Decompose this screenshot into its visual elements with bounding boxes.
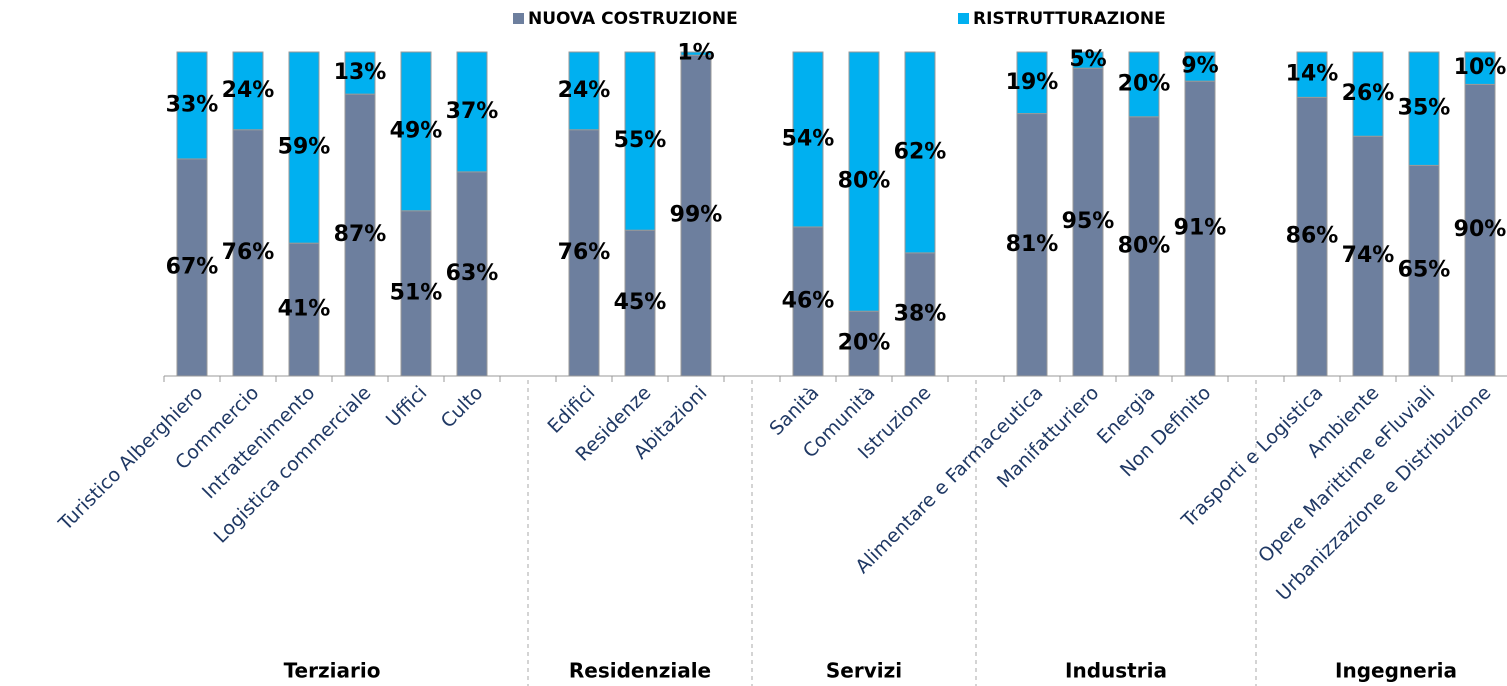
data-label: 80% [1118,233,1171,258]
bar-segment [176,158,208,377]
data-label: 59% [278,135,331,160]
data-label: 38% [894,301,947,326]
bar-segment [1184,51,1216,82]
bar-segment [848,310,880,377]
bar-segment [232,51,264,131]
data-label: 1% [677,41,714,66]
x-tick-label: Manifatturiero [993,382,1104,493]
data-label: 86% [1286,224,1339,249]
data-label: 76% [222,240,275,265]
group-label: Residenziale [569,659,711,683]
bar-segment [848,51,880,312]
data-label: 24% [558,78,611,103]
data-label: 51% [390,280,443,305]
bar-segment [400,210,432,377]
bar-segment [568,129,600,377]
legend-swatch [958,13,969,24]
bar-segment [288,51,320,244]
legend-label: RISTRUTTURAZIONE [973,9,1166,29]
data-label: 90% [1454,217,1507,242]
x-tick-label: Culto [437,382,488,433]
data-label: 45% [614,290,667,315]
legend-label: NUOVA COSTRUZIONE [528,9,738,29]
bar-segment [1464,51,1496,85]
data-label: 41% [278,297,331,322]
bar-segment [1352,51,1384,137]
bar-segment [624,229,656,377]
bar-segment [680,54,712,377]
bar-segment [568,51,600,131]
data-label: 49% [390,118,443,143]
data-label: 87% [334,222,387,247]
data-label: 76% [558,240,611,265]
data-label: 54% [782,126,835,151]
x-tick-label: Uffici [382,382,432,432]
legend-swatch [513,13,524,24]
bar-segment [1072,67,1104,377]
data-label: 99% [670,203,723,228]
data-label: 55% [614,128,667,153]
bar-segment [1016,51,1048,115]
data-label: 63% [446,261,499,286]
data-label: 91% [1174,216,1227,241]
bar-segment [1128,51,1160,118]
data-label: 35% [1398,96,1451,121]
group-label: Terziario [284,659,381,683]
bar-segment [792,51,824,228]
bar-segment [344,51,376,95]
bar-segment [1072,51,1104,69]
bar-segment [680,51,712,56]
data-label: 37% [446,99,499,124]
bar-segment [904,51,936,254]
bar-segment [1408,51,1440,166]
data-label: 67% [166,254,219,279]
data-label: 62% [894,139,947,164]
data-label: 95% [1062,209,1115,234]
data-label: 26% [1342,81,1395,106]
bar-segment [232,129,264,377]
bar-segment [904,252,936,377]
bar-segment [288,242,320,377]
bar-segment [1296,51,1328,98]
bar-segment [400,51,432,212]
data-label: 20% [1118,71,1171,96]
bar-segment [1016,113,1048,377]
group-label: Industria [1065,659,1167,683]
bar-segment [176,51,208,160]
bar-segment [1352,135,1384,377]
data-label: 14% [1286,62,1339,87]
bar-segment [456,51,488,173]
data-label: 5% [1069,47,1106,72]
bar-segment [1296,96,1328,377]
bar-segment [1408,164,1440,377]
data-label: 65% [1398,258,1451,283]
bar-segment [624,51,656,231]
bar-segment [1464,83,1496,377]
data-label: 10% [1454,55,1507,80]
data-label: 33% [166,92,219,117]
group-label: Servizi [826,659,902,683]
data-label: 20% [838,331,891,356]
data-label: 74% [1342,243,1395,268]
data-label: 80% [838,169,891,194]
data-label: 81% [1006,232,1059,257]
group-label: Ingegneria [1335,659,1457,683]
bar-segment [792,226,824,377]
data-label: 24% [222,78,275,103]
bar-segment [344,93,376,377]
data-label: 13% [334,60,387,85]
data-label: 9% [1181,54,1218,79]
data-label: 46% [782,288,835,313]
data-label: 19% [1006,70,1059,95]
